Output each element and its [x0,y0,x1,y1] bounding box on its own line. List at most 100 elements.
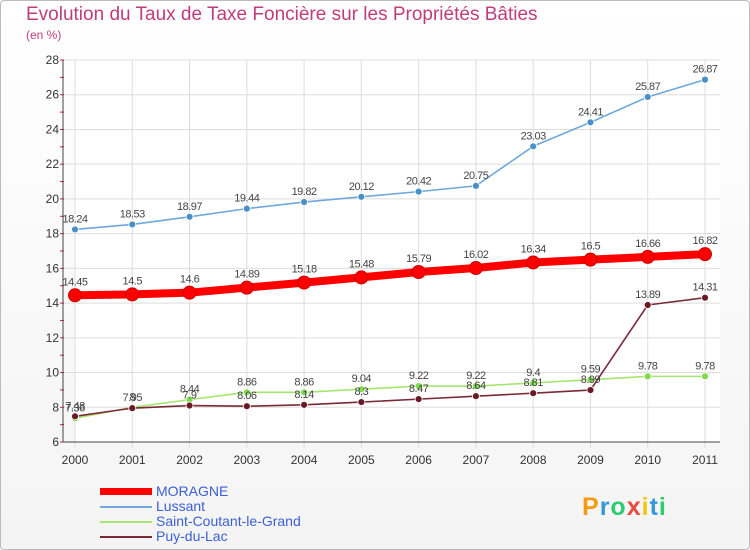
data-label-saint-coutant-le-grand: 9.04 [352,373,372,385]
data-point-puy-du-lac [701,293,709,302]
data-label-lussant: 23.03 [521,130,546,142]
logo-letter: t [649,493,659,521]
y-tick-label: 28 [46,53,60,67]
data-point-moragne [411,265,426,280]
data-point-lussant [529,142,538,151]
data-label-saint-coutant-le-grand: 9.22 [466,370,486,382]
x-tick-label: 2001 [119,453,146,467]
y-tick-label: 24 [46,122,60,136]
data-point-puy-du-lac [185,401,194,410]
data-point-lussant [701,75,709,84]
data-label-saint-coutant-le-grand: 9.22 [409,370,429,382]
data-label-lussant: 20.12 [349,181,374,193]
data-label-lussant: 18.24 [62,213,87,225]
data-point-moragne [239,280,254,295]
logo-letter: x [626,493,642,521]
legend-label-puy-du-lac: Puy-du-Lac [156,528,228,544]
data-point-puy-du-lac [357,398,366,406]
x-tick-label: 2006 [405,453,432,467]
y-tick-label: 12 [46,331,60,345]
plot-area [75,60,720,442]
proxiti-logo: Proxiti [582,493,667,522]
data-label-puy-du-lac: 8.99 [581,374,601,386]
data-label-saint-coutant-le-grand: 9.4 [526,367,540,379]
data-label-lussant: 18.53 [120,208,145,220]
data-label-moragne: 14.6 [180,274,200,286]
data-label-moragne: 14.89 [234,269,259,281]
y-tick-label: 6 [52,435,59,449]
data-point-moragne [468,261,483,276]
data-label-saint-coutant-le-grand: 7.36 [65,402,85,414]
data-label-puy-du-lac: 7.48 [65,400,85,412]
data-point-saint-coutant-le-grand [300,388,308,397]
data-label-moragne: 14.45 [62,276,87,288]
data-point-lussant [643,93,652,101]
data-point-lussant [472,181,480,190]
data-point-puy-du-lac [128,404,137,413]
data-labels: 7.36 8 8.44 8.86 8.86 9.04 9.22 9.22 9.4 9.59 9.78… [62,64,718,415]
data-point-saint-coutant-le-grand [529,379,538,387]
data-point-lussant [71,225,79,234]
data-point-saint-coutant-le-grand [414,382,423,390]
series-line-puy-du-lac [74,296,706,418]
data-label-puy-du-lac: 13.89 [635,289,660,301]
chart-title: Evolution du Taux de Taxe Foncière sur l… [26,4,538,25]
data-point-puy-du-lac [472,392,480,401]
x-tick-label: 2010 [634,453,661,467]
data-label-puy-du-lac: 7.95 [123,392,143,404]
data-point-moragne [68,288,82,303]
data-label-puy-du-lac: 8.14 [294,389,314,401]
data-point-saint-coutant-le-grand [643,372,652,381]
data-point-puy-du-lac [71,412,79,421]
series-line-moragne [71,250,709,300]
data-point-moragne [297,275,312,290]
data-label-moragne: 16.02 [463,249,488,261]
data-point-lussant [357,192,366,201]
legend-label-saint-coutant: Saint-Coutant-le-Grand [156,513,301,529]
legend-swatch-moragne [100,488,152,495]
data-label-moragne: 15.48 [349,258,374,270]
logo-letter: r [599,493,611,521]
data-label-lussant: 20.42 [406,176,431,188]
series-line-saint-coutant-le-grand [74,375,706,420]
y-tick-label: 18 [46,227,60,241]
data-label-puy-du-lac: 8.47 [409,383,429,395]
data-point-moragne [698,247,712,262]
y-tick-label: 16 [46,261,60,275]
data-label-moragne: 16.82 [692,235,717,247]
logo-letter: i [658,493,667,521]
data-label-lussant: 26.87 [692,64,717,76]
data-label-saint-coutant-le-grand: 9.78 [695,360,715,372]
data-point-puy-du-lac [643,301,652,309]
x-tick-label: 2011 [692,453,718,467]
x-tick-label: 2005 [348,453,375,467]
x-tick-label: 2002 [176,453,203,467]
x-tick-label: 2009 [577,453,604,467]
data-point-lussant [128,220,137,229]
data-label-saint-coutant-le-grand: 8 [129,391,135,403]
y-tick-label: 22 [46,157,60,171]
data-label-saint-coutant-le-grand: 8.86 [294,376,314,388]
data-label-puy-du-lac: 8.81 [523,377,543,389]
data-label-moragne: 15.79 [406,253,431,265]
data-label-puy-du-lac: 7.9 [183,390,197,402]
data-label-lussant: 24.41 [578,106,603,118]
x-tick-label: 2008 [520,453,547,467]
data-point-saint-coutant-le-grand [357,385,366,394]
x-tick-label: 2004 [291,453,318,467]
data-point-saint-coutant-le-grand [586,375,595,384]
chart-unit-label: (en %) [26,28,62,42]
axes: 6 8 10 12 14 16 18 20 22 24 26 28 2000 2001 2002 2003 20… [46,53,720,467]
data-label-lussant: 20.75 [463,170,488,182]
x-tick-label: 2003 [233,453,260,467]
data-label-moragne: 16.5 [581,241,601,253]
data-point-lussant [242,204,251,213]
data-label-saint-coutant-le-grand: 9.59 [581,364,601,376]
data-point-moragne [640,249,655,264]
y-tick-label: 14 [46,296,60,310]
data-label-puy-du-lac: 8.06 [237,390,257,402]
data-point-saint-coutant-le-grand [701,372,709,381]
data-point-moragne [125,287,140,302]
y-tick-label: 8 [52,400,59,414]
